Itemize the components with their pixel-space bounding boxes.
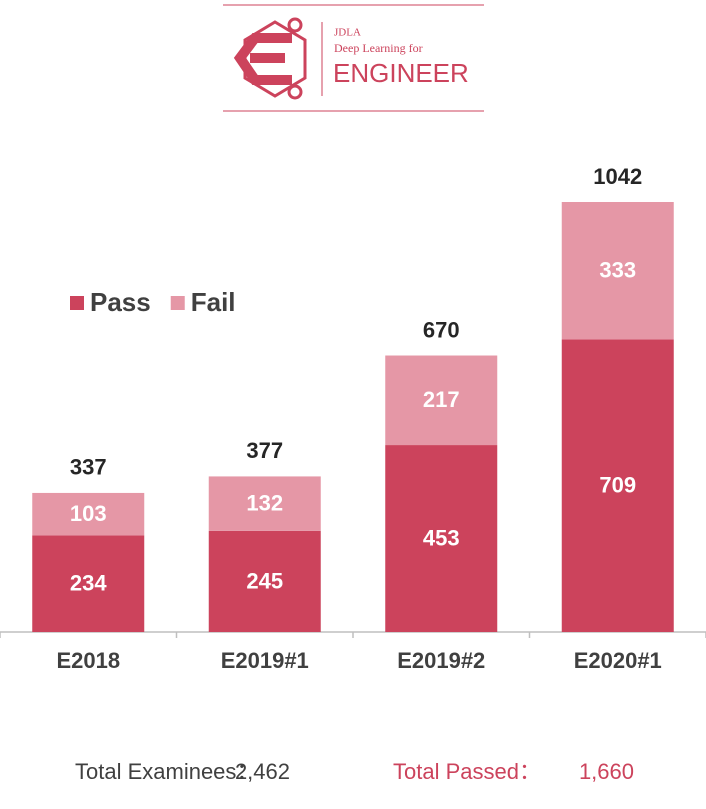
bar-segment [385,445,498,632]
value-label: 103 [70,501,107,526]
logo-node [287,17,303,33]
x-tick-label: E2019#2 [397,648,485,673]
footer-passed: 1,660 [579,759,634,784]
logo-e [233,33,292,85]
total-label: 1042 [593,164,642,189]
bar-segment [208,530,321,632]
bar-segment [561,202,674,340]
bar-segment [208,476,321,531]
value-label: 453 [423,525,460,550]
footer-examinees-label: Total Examinees： [75,759,258,784]
x-tick-label: E2018 [56,648,120,673]
value-label: 132 [246,490,283,515]
bar-segment [32,492,145,536]
legend-swatch [70,296,84,310]
legend-swatch [170,296,185,310]
bar-segment [32,535,145,632]
bar-segment [561,339,674,632]
footer-examinees: 2,462 [235,759,290,784]
x-tick-label: E2020#1 [574,648,662,673]
total-label: 670 [423,317,460,342]
footer-passed-label: Total Passed： [393,759,541,784]
x-tick-label: E2019#1 [221,648,309,673]
value-label: 217 [423,387,460,412]
logo-node [287,84,303,100]
legend-label: Fail [191,287,236,317]
logo-name: ENGINEER [333,58,469,88]
legend-label: Pass [90,287,151,317]
total-label: 377 [246,438,283,463]
logo-org: JDLA [334,27,361,39]
value-label: 245 [246,568,283,593]
logo-tagline: Deep Learning for [334,41,423,55]
logo: JDLA Deep Learning for ENGINEER [223,4,484,112]
value-label: 333 [599,258,636,283]
bar-segment [385,355,498,446]
total-label: 337 [70,455,107,480]
logo-hexagon [243,20,307,98]
value-label: 234 [70,571,107,596]
value-label: 709 [599,473,636,498]
